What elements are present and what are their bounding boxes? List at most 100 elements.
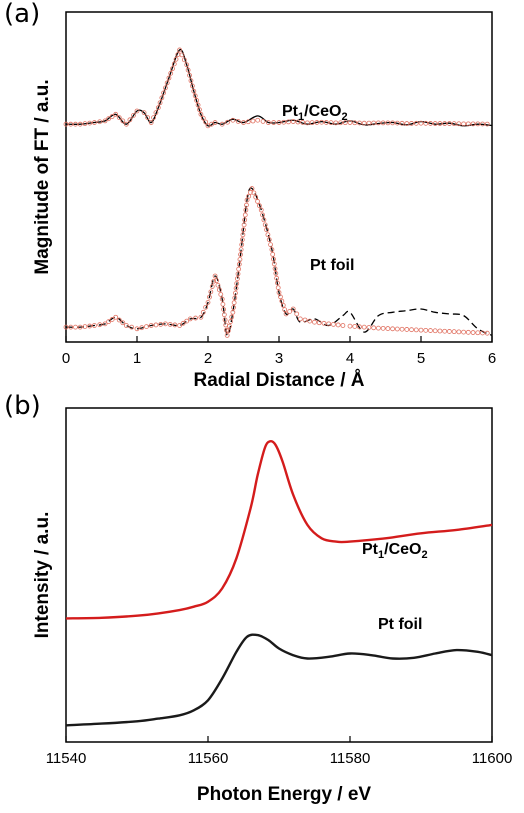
series-point	[216, 287, 222, 293]
series-point	[271, 261, 277, 267]
series-point	[162, 85, 168, 91]
panel-a-x-axis-title: Radial Distance / Å	[193, 370, 364, 391]
series-point	[275, 285, 281, 291]
series-point	[92, 323, 97, 328]
series-point	[257, 203, 262, 209]
panel-a-x-tick-label: 2	[204, 350, 212, 367]
panel-b-x-ticks: 11540 11560 11580 11600	[46, 736, 513, 767]
panel-a-x-tick-label: 3	[275, 350, 283, 367]
series-point	[279, 298, 285, 304]
series-point	[361, 120, 367, 126]
series-point	[189, 83, 195, 89]
series-point	[418, 327, 424, 333]
series-point	[437, 328, 443, 334]
series-point	[225, 328, 231, 334]
series-point	[211, 278, 217, 284]
series-point	[300, 120, 306, 125]
series-point	[309, 120, 315, 126]
series-line-pt1-ceo2	[65, 440, 493, 620]
series-point	[255, 117, 261, 123]
panel-a-plot-area	[63, 47, 493, 338]
series-point	[203, 304, 209, 310]
series-point	[123, 323, 129, 328]
series-point	[228, 319, 233, 324]
series-point	[116, 115, 122, 120]
series-point	[212, 273, 218, 279]
series-point	[194, 98, 200, 103]
series-point	[171, 61, 177, 67]
series-point	[375, 325, 381, 331]
series-point	[323, 120, 329, 125]
series-point	[191, 88, 197, 94]
series-point	[461, 121, 467, 127]
series-point	[275, 280, 280, 286]
series-point	[446, 329, 452, 334]
series-point	[442, 121, 448, 126]
series-point	[283, 311, 289, 317]
series-point	[187, 72, 192, 78]
series-point	[177, 47, 183, 53]
series-point	[352, 324, 358, 329]
series-point	[153, 322, 159, 328]
series-point	[394, 326, 400, 332]
series-point	[144, 324, 149, 330]
series-point	[141, 110, 147, 116]
series-point	[180, 320, 186, 326]
series-point	[148, 323, 154, 328]
panel-a-x-tick-label: 1	[133, 350, 141, 367]
series-point	[328, 120, 334, 126]
series-point	[394, 120, 400, 126]
series-point	[184, 318, 190, 324]
panel-a-x-ticks: 0 1 2 3 4 5 6	[62, 336, 496, 367]
series-point	[200, 115, 206, 121]
series-point	[209, 284, 215, 289]
series-line-pt-foil	[65, 187, 493, 337]
series-point	[250, 118, 256, 124]
series-point	[225, 119, 230, 125]
series-point	[87, 323, 93, 329]
series-point	[234, 281, 240, 286]
series-point	[151, 115, 156, 120]
series-point	[409, 121, 414, 126]
series-point	[184, 62, 190, 68]
panel-a-x-tick-label: 5	[417, 350, 425, 367]
series-point	[316, 320, 322, 326]
series-point	[321, 320, 327, 326]
series-point	[480, 330, 485, 336]
series-point	[375, 120, 381, 126]
series-point	[432, 121, 438, 126]
series-point	[258, 207, 264, 213]
series-point	[241, 227, 246, 233]
series-point	[261, 217, 267, 223]
series-point	[123, 121, 129, 127]
series-point	[109, 114, 115, 119]
series-point	[385, 326, 391, 331]
series-point	[232, 295, 238, 301]
series-point	[461, 329, 467, 335]
series-point	[270, 251, 276, 257]
series-point	[470, 121, 476, 127]
series-point	[82, 121, 88, 127]
series-point	[273, 271, 279, 276]
panel-a-label: (a)	[4, 0, 40, 29]
series-point	[347, 323, 353, 329]
series-point	[390, 120, 396, 126]
series-point	[166, 75, 172, 81]
series-point	[134, 326, 140, 332]
series-point	[224, 332, 230, 338]
series-point	[148, 120, 154, 125]
series-point	[239, 237, 245, 243]
series-point	[271, 256, 276, 262]
series-line-pt-foil	[65, 633, 493, 727]
panel-b-x-tick-label: 11600	[472, 750, 513, 767]
series-point	[73, 324, 78, 330]
series-point	[97, 322, 103, 328]
series-point	[244, 197, 250, 203]
series-point	[87, 120, 93, 126]
series-point	[234, 276, 240, 282]
series-point	[265, 232, 271, 238]
series-point	[106, 319, 111, 325]
series-point	[200, 309, 206, 315]
series-point	[205, 299, 211, 305]
series-point	[229, 314, 235, 320]
